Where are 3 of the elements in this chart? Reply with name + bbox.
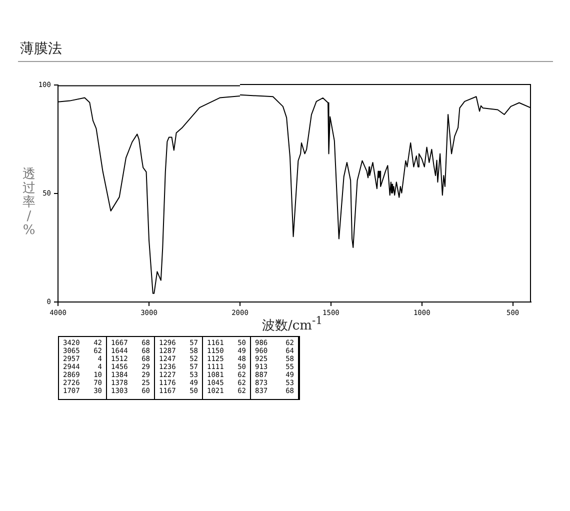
chart-title: 薄膜法 [20, 40, 62, 58]
x-axis-title: 波数/cm$^{-1}$ [262, 314, 323, 334]
y-axis-title: 透过率/% [22, 167, 36, 238]
